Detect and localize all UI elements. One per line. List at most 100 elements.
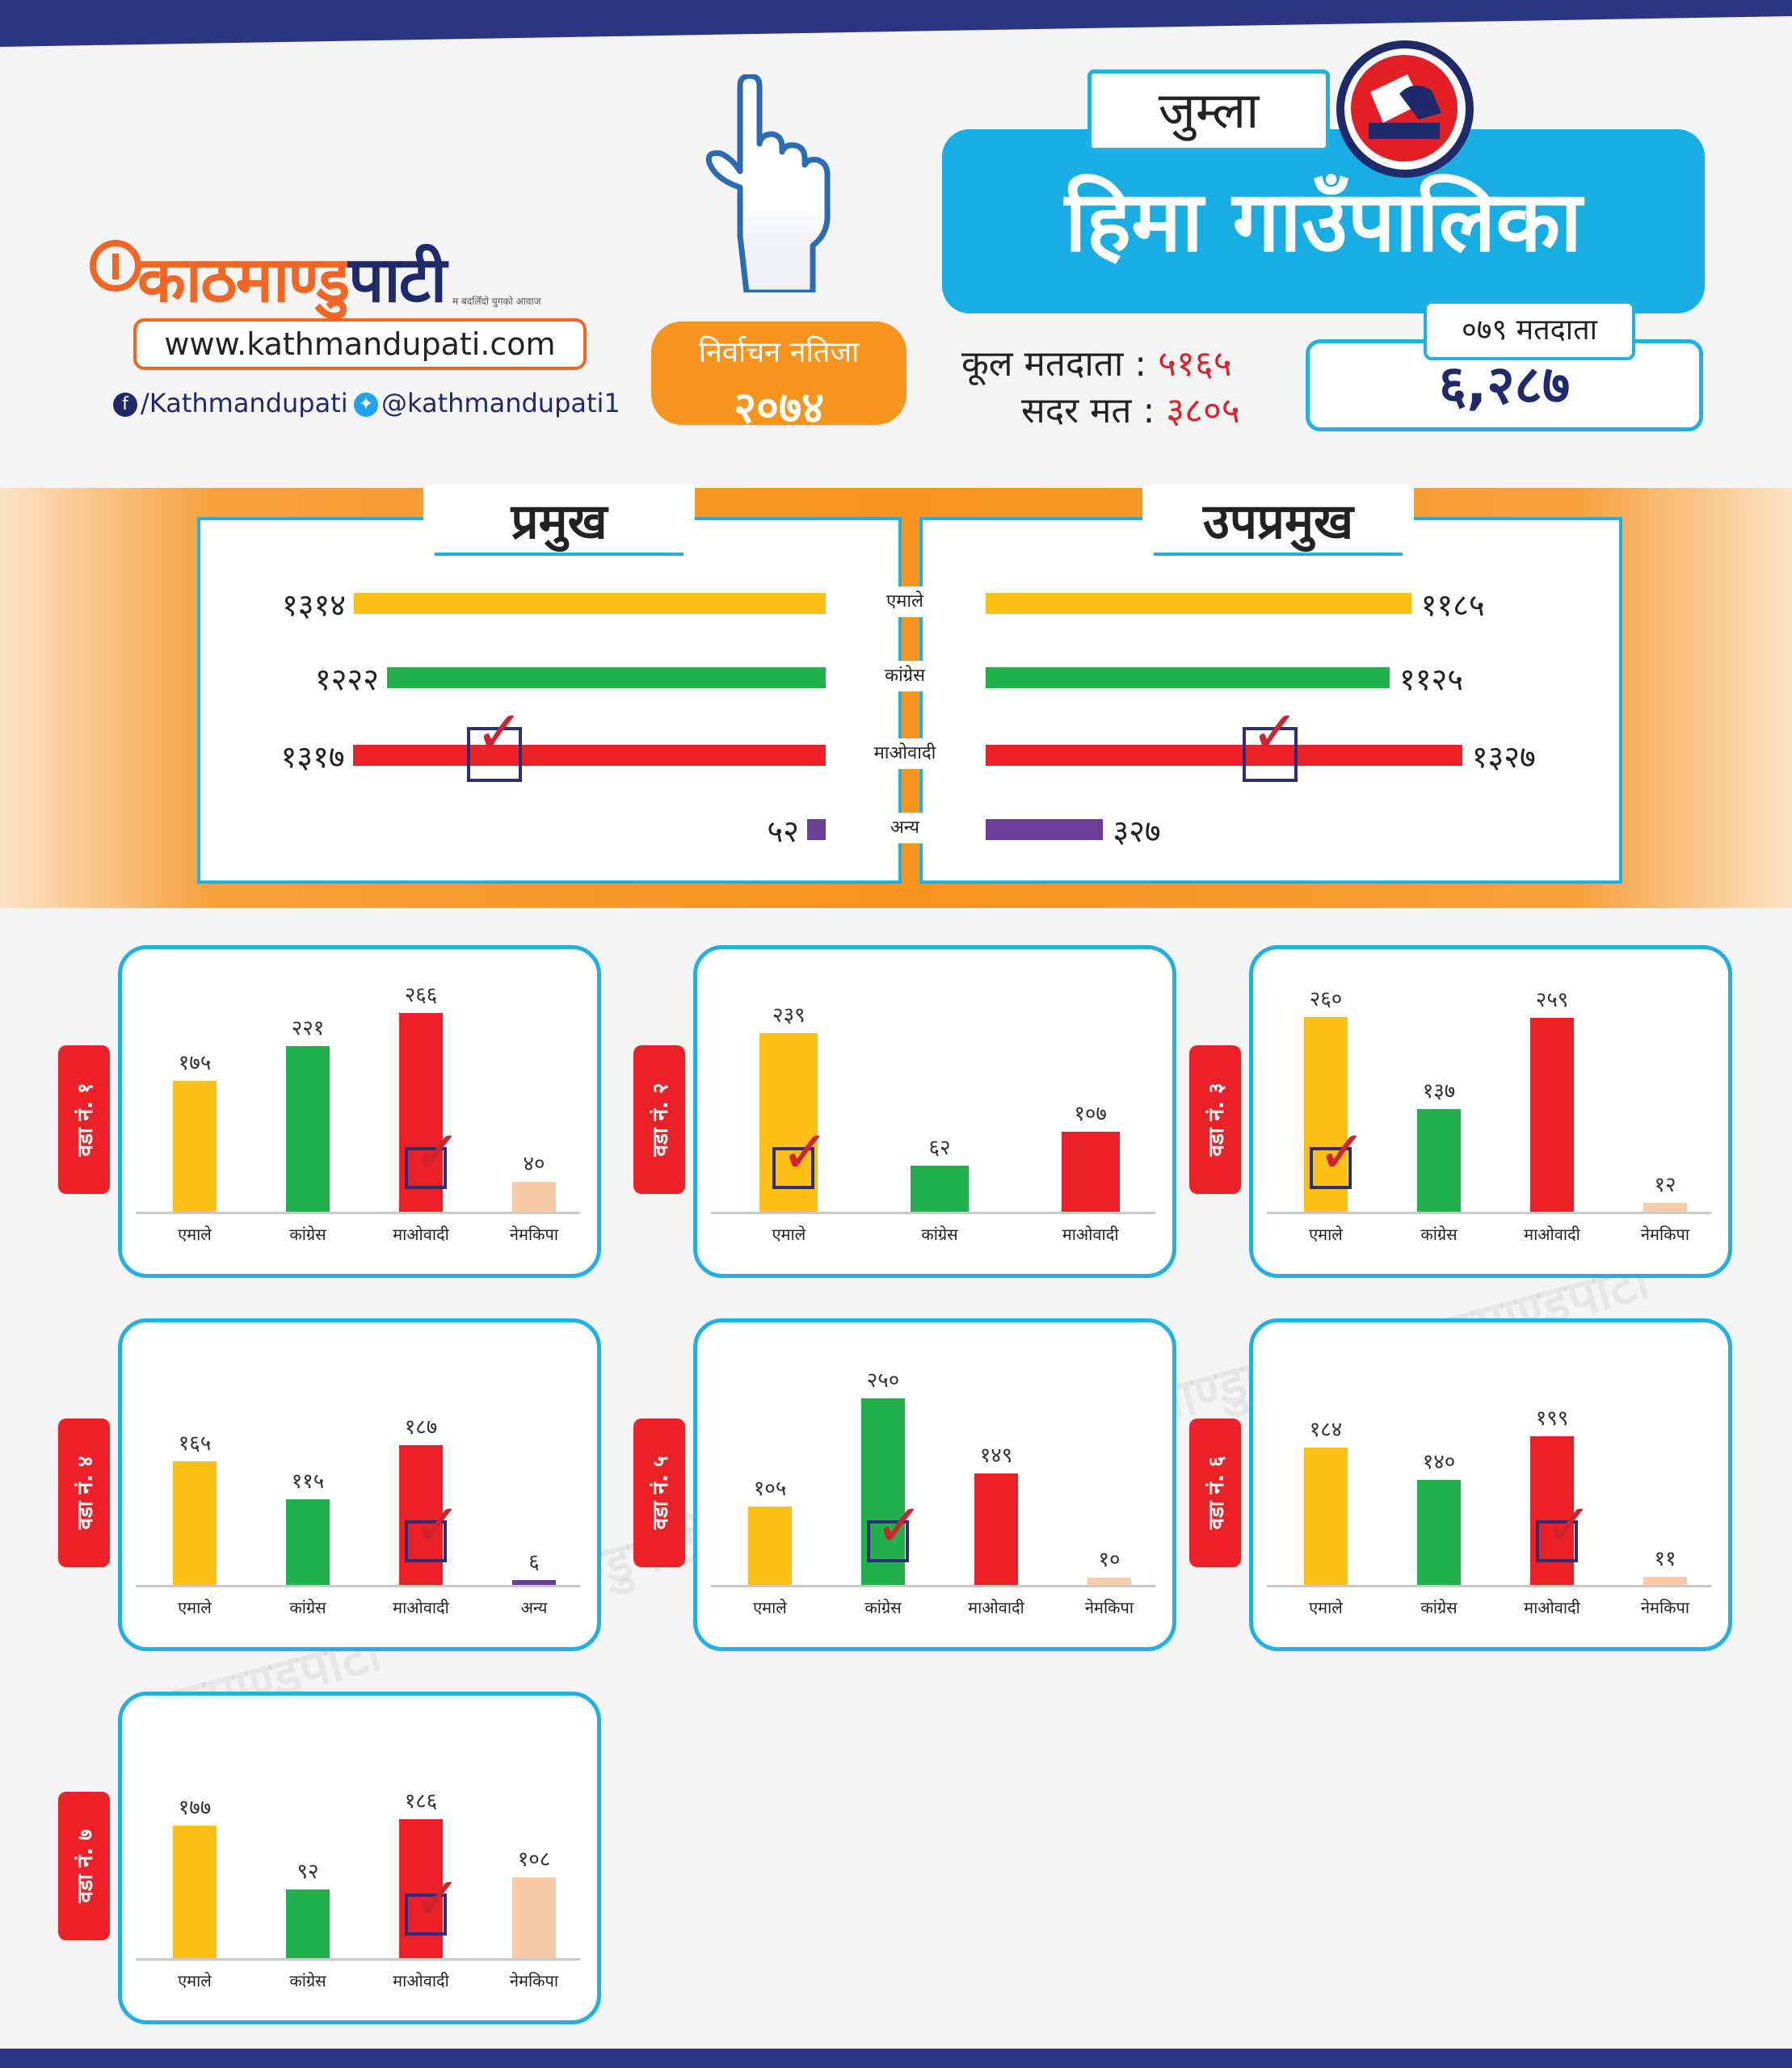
summary-bar [354,593,826,614]
ward-party-label: एमाले [178,1225,212,1244]
ward-party-label: नेमकिपा [1084,1598,1134,1617]
checkmark-icon [1536,1496,1592,1562]
party-label: एमाले [864,586,945,617]
summary-value: १३१४ [281,587,346,623]
ward-party-label: कांग्रेस [864,1598,902,1617]
ward-value: ११ [1654,1546,1676,1571]
twitter-link[interactable]: ✦ @kathmandupati1 [354,388,620,418]
voters-079-label: ०७९ मतदाता [1424,301,1635,360]
checkmark-icon [1310,1123,1366,1189]
bottom-band [0,2049,1792,2068]
summary-bar [386,667,826,688]
ward-bar [1087,1577,1131,1585]
ward-bar [286,1498,330,1585]
ward-party-label: कांग्रेस [289,1225,326,1244]
ward-party-label: माओवादी [1524,1225,1580,1244]
ward-party-label: एमाले [753,1598,787,1617]
party-label: कांग्रेस [864,661,945,691]
ward-party-label: अन्य [520,1598,548,1617]
checkmark-icon [1243,703,1299,782]
ward-bar [512,1580,556,1585]
ward-tag: वडा नं. ४ [58,1419,110,1567]
ward-party-label: कांग्रेस [289,1971,326,1990]
brand-swirl-icon [90,240,141,292]
ward-bar [1643,1576,1687,1585]
ward-value: १०७ [1074,1101,1107,1126]
election-result-badge: निर्वाचन नतिजा २०७४ [651,322,907,433]
mayor-title: प्रमुख [423,485,695,559]
checkmark-icon [405,1123,461,1189]
chart-baseline [1267,1585,1711,1587]
ward-number: वडा नं. १ [74,1082,98,1157]
checkmark-icon [405,1869,461,1936]
summary-bar [986,745,1462,766]
ward-number: वडा नं. २ [649,1082,673,1157]
badge-title: निर्वाचन नतिजा [698,336,860,369]
summary-bar [806,819,826,840]
ward-tag: वडा नं. ७ [58,1792,110,1940]
valid-votes-row: सदर मत : ३८०५ [1021,385,1240,433]
ward-value: ६ [528,1550,540,1575]
ward-party-label: कांग्रेस [921,1225,958,1244]
ward-bar [1530,1018,1574,1212]
ward-bar [911,1165,969,1212]
ward-value: १७५ [178,1050,212,1075]
chart-baseline [136,1585,580,1587]
ward-value: २३९ [772,1002,806,1028]
ward-value: २६० [1309,987,1343,1012]
ward-value: ४० [523,1151,545,1176]
chart-baseline [1267,1212,1711,1214]
deputy-title: उपप्रमुख [1142,485,1414,559]
ward-card [1249,1318,1732,1651]
ward-value: २२१ [291,1016,325,1041]
facebook-icon: f [113,393,137,417]
valid-votes-value: ३८०५ [1166,390,1240,431]
ward-number: वडा नं. ७ [74,1829,98,1903]
summary-bar [986,819,1104,840]
ward-card [693,1318,1176,1651]
ward-value: १०८ [517,1847,551,1872]
checkmark-icon [467,703,524,782]
ward-party-label: नेमकिपा [509,1971,559,1990]
ward-bar [286,1046,330,1212]
brand-name-dark: पाटी [348,244,447,317]
ward-value: ११५ [291,1469,325,1494]
ward-tag: वडा नं. ६ [1189,1419,1241,1567]
ward-value: ६२ [928,1135,951,1160]
ward-bar [974,1473,1018,1585]
ward-party-label: माओवादी [1062,1225,1119,1244]
ward-card [1249,945,1732,1278]
ballot-logo-inner [1351,55,1458,162]
chart-baseline [711,1212,1155,1214]
ward-number: वडा नं. ६ [1205,1456,1229,1530]
ward-tag: वडा नं. ५ [633,1419,685,1567]
ward-value: १८६ [404,1788,438,1814]
ward-value: १७७ [178,1796,212,1821]
ward-party-label: माओवादी [393,1225,449,1244]
chart-baseline [136,1212,580,1214]
district-name: जुम्ला [1087,69,1330,152]
valid-votes-label: सदर मत : [1021,390,1155,431]
ward-bar [173,1461,217,1585]
summary-bar [352,745,826,766]
ward-value: १४९ [979,1444,1013,1469]
ward-bar [1061,1131,1120,1212]
party-label: माओवादी [864,738,945,769]
mayor-panel [197,517,902,884]
ward-party-label: माओवादी [393,1971,449,1990]
ward-party-label: कांग्रेस [1420,1598,1458,1617]
summary-value: १३१७ [280,739,345,775]
top-band [0,0,1792,47]
ward-bar [173,1826,217,1958]
party-label: अन्य [864,813,945,843]
municipality-title: हिमा गाउँपालिका [942,129,1705,313]
twitter-handle: @kathmandupati1 [381,388,620,418]
brand-tagline: म बदलिँदो युगको आवाज [452,296,541,307]
ward-value: १४० [1422,1450,1456,1475]
facebook-link[interactable]: f/Kathmandupati [113,388,348,418]
ward-bar [512,1181,556,1212]
ward-party-label: नेमकिपा [509,1225,559,1244]
ward-value: १८७ [404,1414,438,1440]
hand-index-icon [705,74,831,292]
website-url[interactable]: www.kathmandupati.com [133,318,587,370]
